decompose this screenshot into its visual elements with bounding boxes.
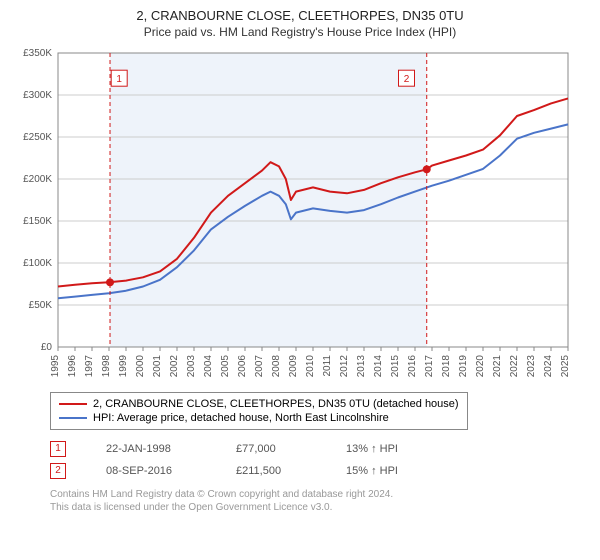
price-chart: £0 £50K £100K £150K £200K £250K £300K £350K 1995… — [10, 47, 590, 382]
svg-text:2011: 2011 — [322, 355, 333, 377]
legend-label: 2, CRANBOURNE CLOSE, CLEETHORPES, DN35 0… — [93, 398, 459, 410]
attribution-footer: Contains HM Land Registry data © Crown c… — [50, 488, 590, 514]
svg-text:2016: 2016 — [407, 355, 418, 377]
svg-text:£350K: £350K — [23, 48, 52, 59]
svg-text:2015: 2015 — [390, 355, 401, 377]
svg-text:2009: 2009 — [288, 355, 299, 377]
marker-badge-2: 2 — [50, 463, 66, 479]
svg-text:£200K: £200K — [23, 174, 52, 185]
svg-text:2024: 2024 — [543, 355, 554, 377]
svg-text:2006: 2006 — [237, 355, 248, 377]
transaction-price: £211,500 — [236, 465, 306, 477]
svg-text:1995: 1995 — [50, 355, 61, 377]
svg-text:2004: 2004 — [203, 355, 214, 377]
legend-item-property: 2, CRANBOURNE CLOSE, CLEETHORPES, DN35 0… — [59, 397, 459, 411]
transaction-date: 22-JAN-1998 — [106, 443, 196, 455]
transaction-hpi: 15% ↑ HPI — [346, 465, 426, 477]
svg-text:1998: 1998 — [101, 355, 112, 377]
legend-label: HPI: Average price, detached house, Nort… — [93, 412, 389, 424]
svg-text:2000: 2000 — [135, 355, 146, 377]
svg-text:2017: 2017 — [424, 355, 435, 377]
svg-text:2025: 2025 — [560, 355, 570, 377]
chart-title-subtitle: Price paid vs. HM Land Registry's House … — [10, 25, 590, 39]
svg-text:1999: 1999 — [118, 355, 129, 377]
svg-text:2018: 2018 — [441, 355, 452, 377]
chart-svg: £0 £50K £100K £150K £200K £250K £300K £350K 1995… — [10, 47, 570, 377]
transaction-row: 2 08-SEP-2016 £211,500 15% ↑ HPI — [50, 460, 590, 482]
svg-text:£300K: £300K — [23, 90, 52, 101]
chart-title-address: 2, CRANBOURNE CLOSE, CLEETHORPES, DN35 0… — [10, 8, 590, 23]
svg-text:1996: 1996 — [67, 355, 78, 377]
transaction-date: 08-SEP-2016 — [106, 465, 196, 477]
transaction-price: £77,000 — [236, 443, 306, 455]
svg-text:£0: £0 — [41, 342, 53, 353]
svg-text:2020: 2020 — [475, 355, 486, 377]
svg-text:1: 1 — [116, 74, 122, 85]
svg-text:1997: 1997 — [84, 355, 95, 377]
transaction-hpi: 13% ↑ HPI — [346, 443, 426, 455]
svg-text:2012: 2012 — [339, 355, 350, 377]
svg-text:£250K: £250K — [23, 132, 52, 143]
svg-text:2001: 2001 — [152, 355, 163, 377]
transaction-row: 1 22-JAN-1998 £77,000 13% ↑ HPI — [50, 438, 590, 460]
svg-text:2: 2 — [404, 74, 410, 85]
svg-text:2005: 2005 — [220, 355, 231, 377]
svg-text:£150K: £150K — [23, 216, 52, 227]
svg-text:2002: 2002 — [169, 355, 180, 377]
svg-text:£50K: £50K — [29, 300, 53, 311]
svg-text:2007: 2007 — [254, 355, 265, 377]
footer-line: This data is licensed under the Open Gov… — [50, 501, 590, 514]
svg-text:2022: 2022 — [509, 355, 520, 377]
legend-swatch — [59, 417, 87, 419]
marker-badge-1: 1 — [50, 441, 66, 457]
legend: 2, CRANBOURNE CLOSE, CLEETHORPES, DN35 0… — [50, 392, 468, 430]
svg-text:£100K: £100K — [23, 258, 52, 269]
svg-text:2014: 2014 — [373, 355, 384, 377]
svg-text:2010: 2010 — [305, 355, 316, 377]
legend-swatch — [59, 403, 87, 405]
legend-item-hpi: HPI: Average price, detached house, Nort… — [59, 411, 459, 425]
transaction-table: 1 22-JAN-1998 £77,000 13% ↑ HPI 2 08-SEP… — [50, 438, 590, 482]
footer-line: Contains HM Land Registry data © Crown c… — [50, 488, 590, 501]
svg-text:2003: 2003 — [186, 355, 197, 377]
svg-text:2023: 2023 — [526, 355, 537, 377]
svg-text:2013: 2013 — [356, 355, 367, 377]
svg-text:2019: 2019 — [458, 355, 469, 377]
svg-text:2021: 2021 — [492, 355, 503, 377]
svg-text:2008: 2008 — [271, 355, 282, 377]
